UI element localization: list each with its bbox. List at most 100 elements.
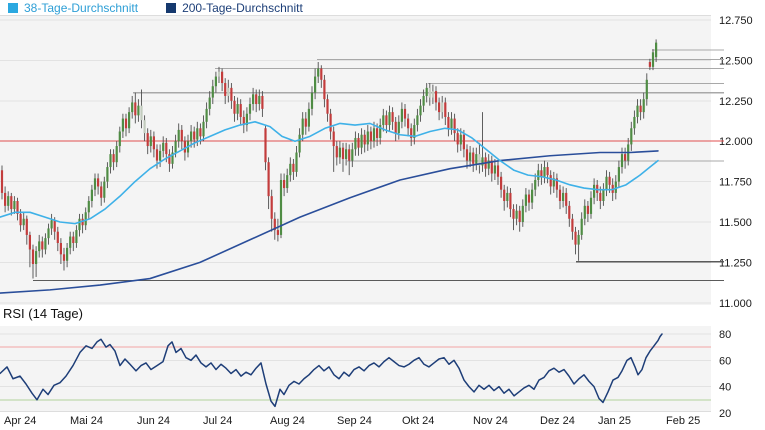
candle — [583, 205, 586, 219]
candle — [87, 200, 90, 213]
y-axis-label: 11.750 — [719, 177, 752, 189]
ma200-line — [0, 150, 659, 294]
candle — [562, 192, 565, 201]
candle — [413, 125, 416, 138]
candle — [388, 112, 391, 126]
y-axis-label: 12.750 — [719, 15, 753, 27]
candle — [425, 87, 428, 96]
candle — [462, 134, 465, 150]
candle — [134, 102, 137, 116]
candle — [431, 91, 434, 98]
candle — [155, 149, 159, 161]
candle — [230, 87, 233, 101]
candle — [261, 95, 264, 109]
candle — [459, 134, 462, 145]
candle — [478, 154, 481, 166]
candle — [56, 231, 59, 244]
candle — [217, 71, 221, 77]
candle — [224, 83, 227, 96]
main-panel — [0, 15, 711, 305]
candle — [128, 112, 131, 129]
candle — [351, 149, 354, 161]
legend-item-ma38[interactable]: 38-Tage-Durchschnitt — [8, 1, 138, 15]
candle — [190, 131, 193, 142]
candle — [59, 243, 62, 255]
y-axis-label: 11.250 — [719, 257, 752, 269]
candle — [270, 196, 273, 219]
legend-item-ma200[interactable]: 200-Tage-Durchschnitt — [166, 1, 303, 15]
candle — [307, 108, 310, 127]
candle — [317, 68, 320, 77]
candle — [180, 129, 183, 142]
candle — [245, 113, 248, 126]
candle — [289, 163, 292, 176]
candle — [131, 102, 134, 113]
legend-label: 200-Tage-Durchschnitt — [182, 0, 303, 15]
candle — [549, 175, 552, 187]
y-axis-label: 12.500 — [719, 55, 753, 67]
candle — [38, 241, 41, 252]
candle — [369, 131, 372, 142]
candle — [109, 154, 112, 168]
candle — [487, 160, 490, 169]
rsi-axis-label: 80 — [719, 329, 731, 341]
candle — [527, 194, 531, 203]
candle — [379, 125, 382, 138]
candle — [521, 205, 524, 222]
candle — [239, 104, 242, 117]
candle — [565, 192, 568, 206]
candle — [44, 238, 47, 250]
candle — [617, 167, 620, 182]
candle — [310, 92, 314, 109]
candle — [112, 154, 115, 163]
candle — [4, 192, 7, 206]
candle — [50, 220, 53, 229]
x-axis-label: Jun 24 — [137, 415, 170, 427]
candle — [335, 146, 338, 158]
candle — [524, 194, 527, 206]
candle — [472, 152, 475, 164]
candle — [78, 218, 81, 231]
candle — [205, 108, 208, 122]
candle — [394, 121, 397, 134]
candle — [323, 79, 326, 100]
candle — [97, 178, 100, 187]
candle — [620, 154, 624, 168]
candle — [35, 251, 38, 265]
candle — [651, 52, 655, 67]
candle — [586, 205, 589, 214]
candle — [7, 196, 10, 206]
candle — [326, 99, 329, 114]
candle — [202, 121, 205, 137]
candle — [84, 212, 87, 226]
candle — [602, 189, 605, 201]
candle — [630, 128, 633, 145]
candle — [19, 213, 22, 226]
candle — [252, 94, 255, 105]
candle — [25, 218, 28, 235]
candle — [372, 128, 376, 142]
candle — [441, 102, 444, 113]
candle — [162, 142, 165, 151]
candle — [465, 149, 469, 161]
candle — [345, 149, 348, 159]
candle — [422, 95, 425, 106]
legend-swatch-icon — [166, 2, 177, 13]
candle — [214, 76, 217, 87]
candle — [580, 218, 583, 235]
candle — [236, 104, 239, 114]
y-axis-label: 11.500 — [719, 217, 752, 229]
candle — [512, 209, 515, 219]
candle — [193, 131, 196, 140]
candle — [115, 146, 118, 163]
rsi-axis-label: 20 — [719, 408, 731, 420]
candle — [341, 147, 345, 159]
candle — [227, 87, 230, 96]
candle — [22, 218, 25, 226]
candle — [558, 189, 562, 201]
candle — [143, 120, 146, 134]
candle — [642, 99, 645, 113]
candle — [450, 118, 453, 129]
candle — [366, 131, 369, 145]
